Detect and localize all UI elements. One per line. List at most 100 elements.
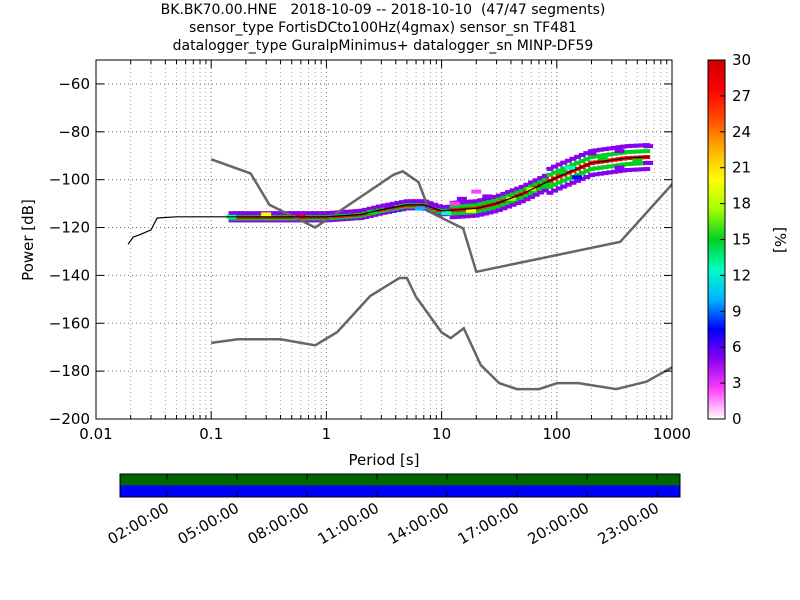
density-cell	[551, 182, 559, 187]
density-cell	[564, 182, 572, 187]
density-cell	[583, 169, 591, 174]
density-cell	[292, 211, 300, 216]
density-cell	[514, 197, 522, 202]
timeline-tick-label: 02:00:00	[105, 499, 172, 548]
x-axis-label: Period [s]	[348, 451, 419, 469]
density-cell	[578, 152, 586, 157]
y-tick-label: −140	[49, 266, 90, 284]
density-cell	[551, 164, 559, 169]
density-cell	[597, 147, 605, 152]
density-cell	[477, 201, 485, 206]
density-cell	[555, 162, 563, 167]
x-tick-label: 10	[432, 425, 451, 443]
density-cell	[583, 157, 591, 162]
density-cell	[394, 200, 402, 205]
density-cell	[638, 167, 646, 172]
density-cell	[629, 161, 637, 166]
density-cell	[297, 211, 305, 216]
plot-title-datalogger: datalogger_type GuralpMinimus+ datalogge…	[172, 38, 594, 54]
plot-frame	[95, 59, 673, 420]
density-cell	[449, 204, 457, 209]
density-cell	[620, 144, 628, 149]
density-cell	[624, 162, 632, 167]
density-cell	[638, 149, 646, 154]
density-cell	[357, 208, 365, 213]
density-cell	[463, 214, 471, 219]
density-cell	[610, 145, 618, 150]
density-cell	[541, 188, 549, 193]
density-cell	[456, 196, 467, 201]
density-cell	[495, 193, 503, 198]
plot-title-station: BK.BK70.00.HNE 2018-10-09 -- 2018-10-10 …	[160, 2, 606, 18]
density-cell	[274, 211, 282, 216]
density-cell	[601, 171, 609, 176]
density-cell	[518, 188, 526, 193]
density-cell	[504, 200, 512, 205]
density-cell	[592, 166, 600, 171]
density-cell	[624, 144, 632, 149]
y-axis: −60 −80 −100 −120 −140 −160 −180 −200	[49, 75, 672, 428]
data-coverage-timeline: 02:00:00 05:00:00 08:00:00 11:00:00 14:00:00…	[105, 473, 681, 548]
density-cell	[468, 203, 476, 208]
density-cell	[311, 211, 319, 216]
density-cell	[472, 199, 480, 204]
colorbar-label: [%]	[771, 227, 789, 253]
density-cell	[504, 204, 512, 209]
density-cell	[638, 161, 646, 166]
density-cell	[477, 198, 485, 203]
density-cell	[325, 211, 333, 216]
density-cell	[316, 211, 324, 216]
density-cell	[620, 168, 628, 173]
density-cell	[269, 211, 277, 216]
density-cell	[233, 211, 241, 216]
density-cell	[541, 177, 549, 182]
x-tick-label: 100	[542, 425, 571, 443]
colorbar-tick-label: 15	[732, 231, 751, 249]
density-cell	[466, 208, 477, 213]
density-cell	[384, 205, 395, 210]
colorbar-tick-label: 24	[732, 123, 751, 141]
density-cell	[486, 210, 494, 215]
y-tick-label: −160	[49, 314, 90, 332]
density-cell	[375, 204, 383, 209]
density-cell	[491, 194, 499, 199]
colorbar-tick-label: 27	[732, 87, 751, 105]
density-cell	[504, 193, 512, 198]
density-cell	[574, 160, 582, 165]
density-cell	[495, 207, 503, 212]
density-cell	[633, 167, 641, 172]
density-cell	[454, 214, 462, 219]
grid	[96, 60, 672, 419]
density-cell	[633, 143, 641, 148]
density-cell	[610, 169, 618, 174]
density-cell	[615, 163, 623, 168]
density-cell	[643, 149, 651, 154]
density-cell	[468, 213, 476, 218]
density-cell	[546, 172, 554, 177]
density-cell	[441, 211, 452, 216]
density-cell	[569, 180, 577, 185]
density-cell	[578, 176, 586, 181]
density-cell	[540, 182, 551, 187]
density-cell	[528, 180, 536, 185]
y-tick-label: −180	[49, 362, 90, 380]
density-cell	[614, 165, 625, 170]
density-cell	[389, 201, 397, 206]
timeline-tick-label: 05:00:00	[175, 499, 242, 548]
density-cell	[435, 204, 443, 209]
density-cell	[343, 209, 351, 214]
density-cell	[449, 201, 460, 206]
colorbar-tick-label: 3	[732, 374, 742, 392]
density-cell	[643, 167, 651, 172]
density-cell	[491, 198, 499, 203]
timeline-tick-label: 17:00:00	[455, 499, 522, 548]
density-cell	[242, 211, 250, 216]
x-tick-label: 1000	[653, 425, 691, 443]
density-cell	[458, 210, 466, 215]
x-tick-label: 1	[322, 425, 332, 443]
density-cell	[472, 210, 480, 215]
density-cell	[620, 162, 628, 167]
density-cell	[551, 170, 559, 175]
density-cell	[528, 194, 536, 199]
